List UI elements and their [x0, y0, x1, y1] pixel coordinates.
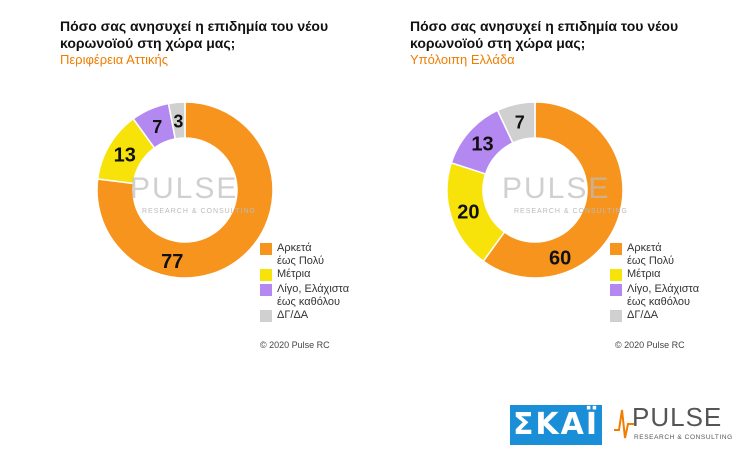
donut-data-label: 7 — [152, 117, 162, 137]
legend-swatch — [260, 269, 272, 281]
legend: Αρκετά έως Πολύ Μέτρια Λίγο, Ελάχιστα έως … — [260, 242, 349, 324]
legend-item: ΔΓ/ΔΑ — [260, 309, 349, 324]
donut-data-label: 7 — [515, 113, 525, 133]
donut-slice — [482, 101, 624, 279]
skai-logo: ΣΚΑΪ — [510, 405, 602, 445]
legend-item: Μέτρια — [260, 268, 349, 283]
watermark-logo: PULSE — [130, 172, 239, 205]
legend-swatch — [610, 243, 622, 255]
chart-title: Πόσο σας ανησυχεί η επιδημία του νέου κο… — [410, 18, 735, 52]
legend-swatch — [610, 310, 622, 322]
legend-swatch — [610, 284, 622, 296]
watermark-logo: PULSE — [502, 172, 611, 205]
chart-title-line2: κορωνοϊού στη χώρα μας; — [410, 35, 586, 51]
donut-data-label: 60 — [549, 247, 571, 269]
donut-slice — [96, 101, 274, 279]
legend-item: Μέτρια — [610, 268, 699, 283]
donut-data-label: 13 — [471, 134, 493, 156]
copyright-text: © 2020 Pulse RC — [260, 340, 330, 350]
pulse-logo: PULSE RESEARCH & CONSULTING — [614, 402, 735, 447]
legend-item: Λίγο, Ελάχιστα έως καθόλου — [610, 283, 699, 309]
copyright-text: © 2020 Pulse RC — [615, 340, 685, 350]
watermark-subtitle: RESEARCH & CONSULTING — [142, 208, 256, 215]
pulse-logo-word: PULSE — [632, 402, 723, 432]
donut-slice — [167, 101, 186, 140]
donut-chart-rest-of-greece: 60 20 13 7 — [446, 101, 624, 279]
chart-title-line2: κορωνοϊού στη χώρα μας; — [60, 35, 236, 51]
donut-data-label: 3 — [173, 111, 183, 131]
chart-title-line1: Πόσο σας ανησυχεί η επιδημία του νέου — [60, 18, 329, 34]
chart-subtitle: Περιφέρεια Αττικής — [60, 52, 169, 67]
watermark-subtitle: RESEARCH & CONSULTING — [514, 208, 628, 215]
legend-item: ΔΓ/ΔΑ — [610, 309, 699, 324]
chart-panel-rest-of-greece: Πόσο σας ανησυχεί η επιδημία του νέου κο… — [410, 0, 735, 360]
pulse-wave-icon — [614, 409, 634, 439]
chart-panel-attica: Πόσο σας ανησυχεί η επιδημία του νέου κο… — [60, 0, 390, 360]
chart-subtitle: Υπόλοιπη Ελλάδα — [410, 52, 515, 67]
legend-swatch — [260, 310, 272, 322]
chart-title-line1: Πόσο σας ανησυχεί η επιδημία του νέου — [410, 18, 679, 34]
donut-chart-attica: 77 13 7 3 — [96, 101, 274, 279]
legend: Αρκετά έως Πολύ Μέτρια Λίγο, Ελάχιστα έως … — [610, 242, 699, 324]
legend-swatch — [610, 269, 622, 281]
legend-item: Λίγο, Ελάχιστα έως καθόλου — [260, 283, 349, 309]
donut-slice — [496, 101, 536, 144]
legend-swatch — [260, 284, 272, 296]
donut-data-label: 77 — [161, 251, 183, 273]
brand-logos: ΣΚΑΪ PULSE RESEARCH & CONSULTING — [510, 402, 735, 450]
donut-data-label: 13 — [114, 144, 136, 166]
donut-data-label: 20 — [457, 202, 479, 224]
legend-swatch — [260, 243, 272, 255]
pulse-logo-subtitle: RESEARCH & CONSULTING — [634, 434, 733, 441]
legend-item: Αρκετά έως Πολύ — [610, 242, 699, 268]
legend-item: Αρκετά έως Πολύ — [260, 242, 349, 268]
chart-title: Πόσο σας ανησυχεί η επιδημία του νέου κο… — [60, 18, 390, 52]
